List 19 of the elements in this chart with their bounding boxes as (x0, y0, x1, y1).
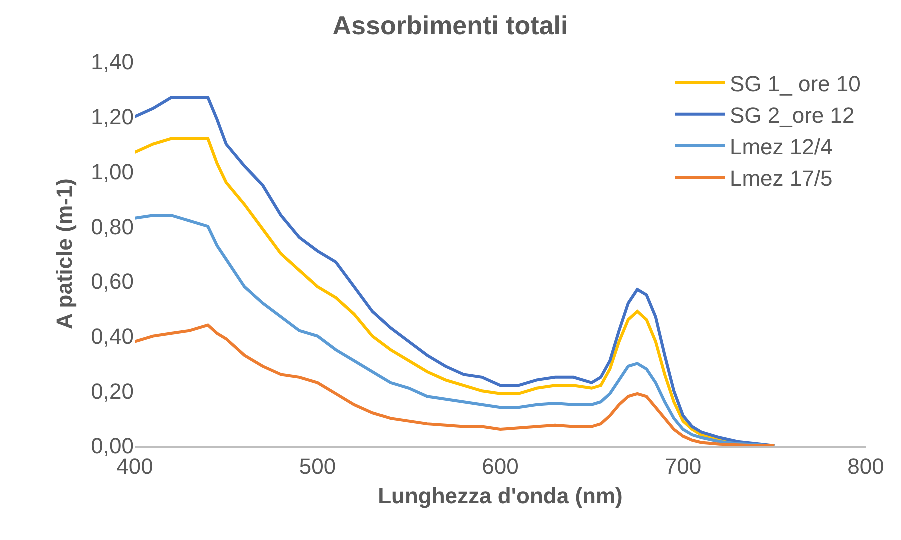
line-series (135, 324, 776, 446)
y-tick-label: 1,00 (91, 159, 134, 184)
x-tick-label: 800 (848, 454, 884, 480)
chart-title: Assorbimenti totali (332, 10, 568, 40)
y-tick-label: 0,60 (91, 269, 134, 294)
y-tick-label: 1,40 (91, 50, 134, 75)
y-tick-label: 0,40 (91, 324, 134, 349)
x-tick-label: 500 (299, 454, 336, 480)
legend-label: Lmez 17/5 (730, 166, 833, 192)
legend-label: SG 2_ore 12 (730, 102, 855, 128)
y-tick-label: 0,80 (91, 214, 134, 240)
x-axis-title: Lunghezza d'onda (nm) (378, 484, 623, 509)
x-tick-label: 700 (664, 454, 702, 480)
x-tick-label: 600 (482, 454, 519, 480)
legend-label: SG 1_ ore 10 (730, 71, 861, 96)
legend-label: Lmez 12/4 (730, 134, 833, 160)
y-tick-label: 1,20 (91, 104, 134, 130)
y-tick-label: 0,20 (91, 378, 134, 404)
y-axis-title: A paticle (m-1) (52, 178, 77, 330)
